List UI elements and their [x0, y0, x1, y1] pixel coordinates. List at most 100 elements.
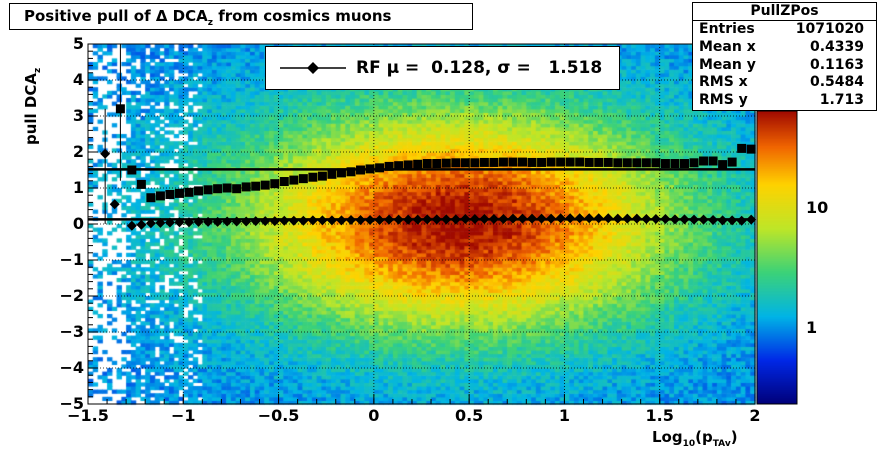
- diamond-marker: [250, 216, 261, 227]
- diamond-marker: [109, 199, 120, 210]
- legend-marker-icon: [280, 62, 346, 74]
- diamond-marker: [269, 216, 280, 227]
- square-marker: [413, 159, 423, 169]
- diamond-marker: [727, 215, 738, 226]
- square-marker: [213, 184, 223, 194]
- diamond-marker: [164, 217, 175, 228]
- y-tick-label: −4: [59, 358, 84, 377]
- square-marker: [527, 157, 537, 167]
- diamond-marker: [317, 215, 328, 226]
- diamond-marker: [355, 215, 366, 226]
- diamond-marker: [345, 215, 356, 226]
- diamond-marker: [336, 215, 347, 226]
- square-marker: [546, 157, 556, 167]
- diamond-marker: [441, 214, 452, 225]
- square-marker: [251, 181, 261, 191]
- y-tick-label: −5: [59, 394, 84, 413]
- square-marker: [670, 159, 680, 169]
- square-marker: [718, 160, 728, 170]
- stats-row: Mean y 0.1163: [693, 57, 876, 75]
- stats-box: PullZPos Entries 1071020 Mean x 0.4339 Mean …: [692, 2, 877, 111]
- square-marker: [203, 185, 213, 195]
- square-marker: [565, 157, 575, 167]
- square-marker: [594, 157, 604, 167]
- square-marker: [460, 158, 470, 168]
- square-marker: [689, 158, 699, 168]
- square-marker: [289, 175, 299, 185]
- x-tick-label: 2: [749, 406, 761, 425]
- diamond-marker: [650, 213, 661, 224]
- diamond-marker: [527, 213, 538, 224]
- diamond-marker: [622, 213, 633, 224]
- x-tick-label: −1.5: [67, 406, 109, 425]
- square-marker: [746, 144, 756, 154]
- square-marker: [679, 159, 689, 169]
- stats-label: Entries: [699, 21, 755, 37]
- square-marker: [632, 158, 642, 168]
- diamond-marker: [488, 213, 499, 224]
- square-marker: [584, 157, 594, 167]
- diamond-marker: [100, 148, 111, 159]
- diamond-marker: [365, 215, 376, 226]
- square-marker: [155, 191, 165, 201]
- square-marker: [146, 193, 156, 203]
- diamond-marker: [612, 213, 623, 224]
- square-marker: [336, 168, 346, 178]
- diamond-marker: [460, 213, 471, 224]
- diamond-marker: [288, 215, 299, 226]
- square-marker: [737, 143, 747, 153]
- square-marker: [498, 157, 508, 167]
- square-marker: [479, 157, 489, 167]
- x-tick-label: 0: [368, 406, 380, 425]
- diamond-marker: [403, 214, 414, 225]
- diamond-marker: [631, 213, 642, 224]
- square-marker: [136, 179, 146, 189]
- diamond-marker: [679, 214, 690, 225]
- stats-label: Mean x: [699, 38, 756, 55]
- stats-value: 0.4339: [809, 38, 864, 55]
- diamond-marker: [174, 217, 185, 228]
- square-marker: [403, 160, 413, 170]
- square-marker: [165, 189, 175, 199]
- stats-label: RMS x: [699, 74, 748, 91]
- stats-value: 1.713: [819, 92, 864, 109]
- square-marker: [603, 157, 613, 167]
- diamond-marker: [374, 215, 385, 226]
- diamond-marker: [422, 214, 433, 225]
- y-tick-label: 0: [72, 214, 84, 233]
- colorbar-tick-label: 1: [806, 317, 818, 337]
- diamond-marker: [222, 216, 233, 227]
- diamond-marker: [450, 214, 461, 225]
- square-marker: [384, 161, 394, 171]
- diamond-marker: [260, 216, 271, 227]
- diamond-marker: [555, 213, 566, 224]
- y-tick-label: 4: [72, 70, 84, 89]
- square-marker: [660, 159, 670, 169]
- diamond-marker: [565, 213, 576, 224]
- square-marker: [394, 161, 404, 171]
- diamond-marker: [136, 219, 147, 230]
- y-tick-label: 3: [72, 106, 84, 125]
- square-marker: [432, 159, 442, 169]
- diamond-marker: [231, 216, 242, 227]
- diamond-marker: [193, 216, 204, 227]
- stats-name: PullZPos: [693, 3, 876, 21]
- diamond-marker: [498, 213, 509, 224]
- square-marker: [317, 171, 327, 181]
- diamond-marker: [326, 215, 337, 226]
- y-tick-label: −1: [59, 250, 84, 269]
- diamond-marker: [546, 213, 557, 224]
- diamond-marker: [736, 215, 747, 226]
- square-marker: [470, 158, 480, 168]
- x-tick-label: 1.5: [645, 406, 674, 425]
- y-tick-label: 1: [72, 178, 84, 197]
- y-tick-label: −2: [59, 286, 84, 305]
- diamond-marker: [126, 220, 137, 231]
- diamond-marker: [669, 214, 680, 225]
- diamond-marker: [384, 214, 395, 225]
- square-marker: [727, 157, 737, 167]
- square-marker: [537, 157, 547, 167]
- x-tick-label: 0.5: [454, 406, 484, 425]
- square-marker: [556, 157, 566, 167]
